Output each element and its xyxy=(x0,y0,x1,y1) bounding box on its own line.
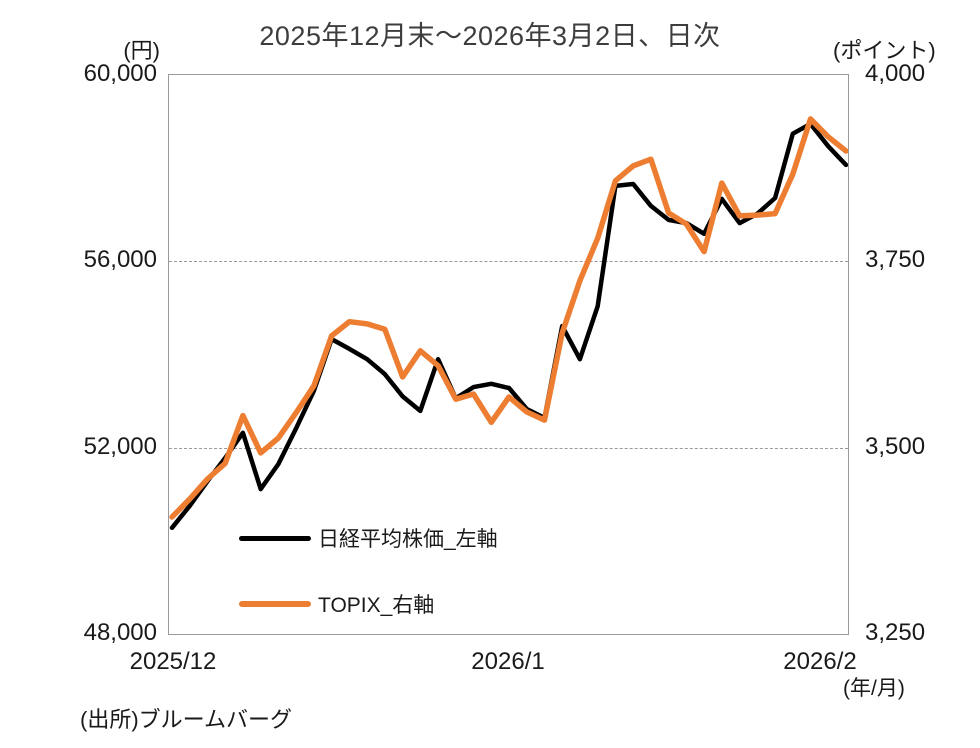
nikkei-legend-label: 日経平均株価_左軸 xyxy=(318,528,498,551)
legend-item-nikkei: 日経平均株価_左軸 xyxy=(239,523,498,553)
nikkei-legend-swatch xyxy=(239,535,311,541)
chart-title: 2025年12月末～2026年3月2日、日次 xyxy=(259,21,721,51)
series-lines xyxy=(169,116,848,531)
left-axis-tick: 56,000 xyxy=(83,246,157,273)
gridline-lower xyxy=(169,447,848,449)
right-axis-tick: 3,750 xyxy=(865,246,926,273)
nikkei-line xyxy=(169,121,848,531)
right-axis-unit-label: (ポイント) xyxy=(833,38,936,63)
topix-line xyxy=(169,116,848,520)
chart-legend: 日経平均株価_左軸 TOPIX_右軸 xyxy=(239,523,498,655)
x-axis-tick: 2026/1 xyxy=(471,648,545,675)
topix-legend-swatch xyxy=(239,601,311,607)
right-axis-tick: 4,000 xyxy=(865,60,926,87)
left-axis-unit-label: (円) xyxy=(123,38,160,63)
plot-area: 日経平均株価_左軸 TOPIX_右軸 xyxy=(168,74,849,635)
right-axis-tick: 3,250 xyxy=(865,619,926,646)
x-axis-tick: 2025/12 xyxy=(129,648,217,675)
topix-legend-label: TOPIX_右軸 xyxy=(318,594,435,617)
left-axis-tick: 48,000 xyxy=(83,619,157,646)
gridline-upper xyxy=(169,261,848,263)
left-axis-tick: 60,000 xyxy=(83,60,157,87)
x-axis-tick: 2026/2 xyxy=(783,648,857,675)
right-axis-tick: 3,500 xyxy=(865,433,926,460)
legend-item-topix: TOPIX_右軸 xyxy=(239,589,498,619)
left-axis-tick: 52,000 xyxy=(83,433,157,460)
x-axis-unit-label: (年/月) xyxy=(843,677,905,700)
source-note: (出所)ブルームバーグ xyxy=(80,707,292,732)
